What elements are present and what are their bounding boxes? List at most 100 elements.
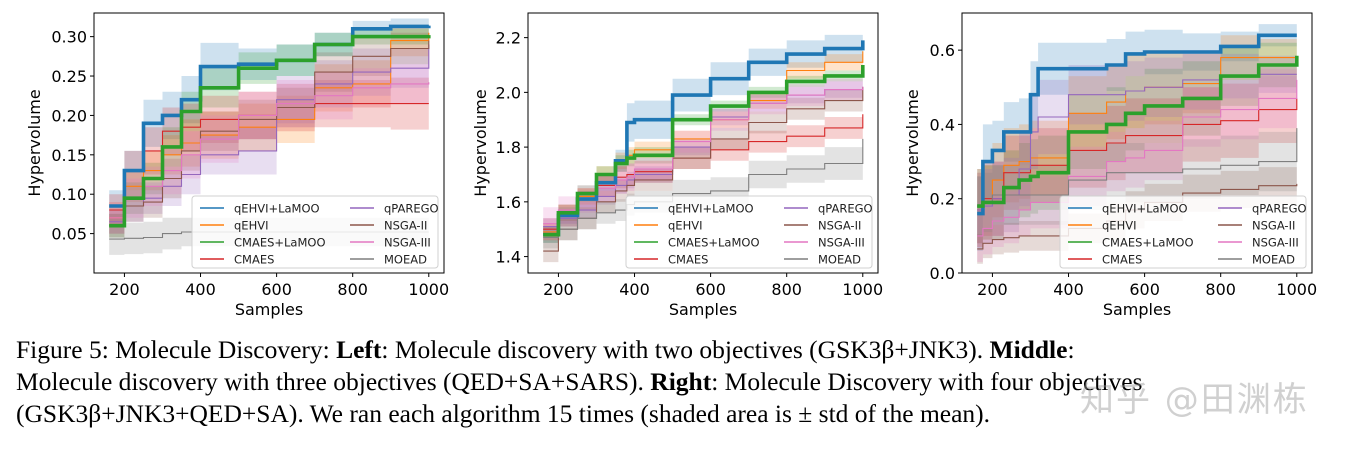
legend-label: NSGA-III [818, 236, 865, 250]
x-axis-label: Samples [669, 300, 737, 319]
y-tick-label: 0.25 [51, 67, 87, 86]
x-tick-label: 200 [977, 280, 1008, 299]
caption-segment: : [1067, 335, 1075, 364]
legend-label: qPAREGO [384, 202, 439, 216]
chart-right: 200 400 600 800 1000 0.0 0.2 0.4 0.6 Samples Hyper… [903, 12, 1317, 319]
band-moead [977, 98, 1297, 236]
line-cmaes-lamoo [109, 34, 431, 228]
legend-item: qEHVI+LaMOO [1068, 202, 1188, 216]
legend-item: qEHVI+LaMOO [200, 202, 320, 216]
x-tick-label: 400 [1053, 280, 1084, 299]
legend-label: qEHVI [234, 219, 268, 233]
legend-item: qEHVI+LaMOO [634, 202, 754, 216]
band-cmaes-lamoo [543, 59, 863, 243]
x-tick-label: 800 [1205, 280, 1236, 299]
band-moead [543, 111, 863, 249]
band-nsga-ii [109, 28, 429, 238]
legend-label: qPAREGO [1252, 202, 1307, 216]
line-cmaes-lamoo [543, 65, 865, 237]
band-cmaes [977, 65, 1297, 244]
y-tick-label: 0.05 [51, 225, 87, 244]
y-axis-label: Hypervolume [903, 89, 922, 196]
legend-label: qEHVI [1102, 219, 1136, 233]
x-tick-label: 400 [619, 280, 650, 299]
legend-item: CMAES [200, 253, 274, 267]
x-tick-label: 200 [109, 280, 140, 299]
caption-segment: Middle [989, 335, 1068, 364]
y-tick-label: 0.4 [930, 115, 955, 134]
chart-left: 200 400 600 800 1000 0.05 0.10 0.15 0.20 0.25 0.30… [25, 12, 449, 319]
line-cmaes-lamoo [977, 55, 1299, 208]
legend-item: NSGA-II [1218, 219, 1295, 233]
band-cmaes [543, 103, 863, 241]
caption-line-1: Figure 5: Molecule Discovery: Left: Mole… [16, 334, 1346, 366]
legend-label: MOEAD [1252, 253, 1295, 267]
legend-item: CMAES+LaMOO [634, 236, 760, 250]
legend-label: qPAREGO [818, 202, 873, 216]
axes-frame [961, 12, 1313, 274]
caption-segment: (GSK3β+JNK3+QED+SA). We ran each algorit… [16, 399, 991, 428]
band-nsga-iii [109, 62, 429, 234]
legend-item: qPAREGO [1218, 202, 1307, 216]
y-tick-label: 0.20 [51, 106, 87, 125]
legend-label: NSGA-II [384, 219, 427, 233]
x-tick-label: 600 [1129, 280, 1160, 299]
x-tick-label: 800 [771, 280, 802, 299]
legend-label: NSGA-III [1252, 236, 1299, 250]
axes-frame [527, 12, 879, 274]
line-qehvi-lamoo [977, 33, 1297, 216]
legend-box [625, 195, 873, 269]
legend-label: NSGA-III [384, 236, 431, 250]
y-tick-label: 1.8 [496, 138, 521, 157]
legend-label: qEHVI+LaMOO [1102, 202, 1188, 216]
y-tick-label: 0.2 [930, 190, 955, 209]
legend-item: qEHVI [1068, 219, 1136, 233]
band-cmaes-lamoo [977, 33, 1297, 244]
y-tick-label: 0.15 [51, 146, 87, 165]
legend-item: MOEAD [350, 253, 427, 267]
legend-item: NSGA-III [1218, 236, 1299, 250]
legend: qEHVI+LaMOO qEHVI CMAES+LaMOO CMAES qPAREGO N… [1059, 195, 1307, 269]
x-tick-label: 1000 [1276, 280, 1317, 299]
figure-panels: 200 400 600 800 1000 0.05 0.10 0.15 0.20 0.25 0.30… [25, 12, 1317, 319]
legend-label: qEHVI+LaMOO [668, 202, 754, 216]
legend-item: CMAES+LaMOO [1068, 236, 1194, 250]
x-tick-label: 1000 [842, 280, 883, 299]
plot-area [977, 24, 1299, 264]
legend-box [1059, 195, 1307, 269]
caption-segment: Left [336, 335, 382, 364]
legend-item: MOEAD [1218, 253, 1295, 267]
x-axis-label: Samples [235, 300, 303, 319]
legend-label: qEHVI [668, 219, 702, 233]
legend-item: qPAREGO [784, 202, 873, 216]
legend-item: NSGA-III [784, 236, 865, 250]
band-nsga-iii [543, 75, 863, 241]
plot-area [109, 17, 431, 255]
caption-segment: : Molecule Discovery with four objective… [711, 367, 1143, 396]
band-qparego [109, 28, 429, 234]
legend-label: MOEAD [384, 253, 427, 267]
x-tick-label: 1000 [408, 280, 449, 299]
legend: qEHVI+LaMOO qEHVI CMAES+LaMOO CMAES qPAREGO N… [191, 195, 439, 269]
y-tick-label: 2.0 [496, 83, 521, 102]
band-qparego [543, 78, 863, 235]
legend-label: CMAES [234, 253, 274, 267]
caption-line-2: Molecule discovery with three objectives… [16, 366, 1346, 398]
x-tick-label: 400 [185, 280, 216, 299]
y-axis-label: Hypervolume [25, 89, 44, 196]
legend-item: qEHVI [200, 219, 268, 233]
x-tick-label: 600 [695, 280, 726, 299]
legend-item: CMAES+LaMOO [200, 236, 326, 250]
y-tick-label: 0.30 [51, 28, 87, 47]
x-tick-label: 800 [337, 280, 368, 299]
legend-box [191, 195, 439, 269]
legend-item: qPAREGO [350, 202, 439, 216]
legend-label: MOEAD [818, 253, 861, 267]
legend-item: NSGA-III [350, 236, 431, 250]
x-tick-label: 200 [543, 280, 574, 299]
caption-segment: Molecule discovery with three objectives… [16, 367, 651, 396]
y-tick-label: 1.6 [496, 193, 521, 212]
band-qehvi-lamoo [109, 17, 429, 222]
y-axis-label: Hypervolume [471, 89, 490, 196]
plot-area [543, 26, 865, 263]
